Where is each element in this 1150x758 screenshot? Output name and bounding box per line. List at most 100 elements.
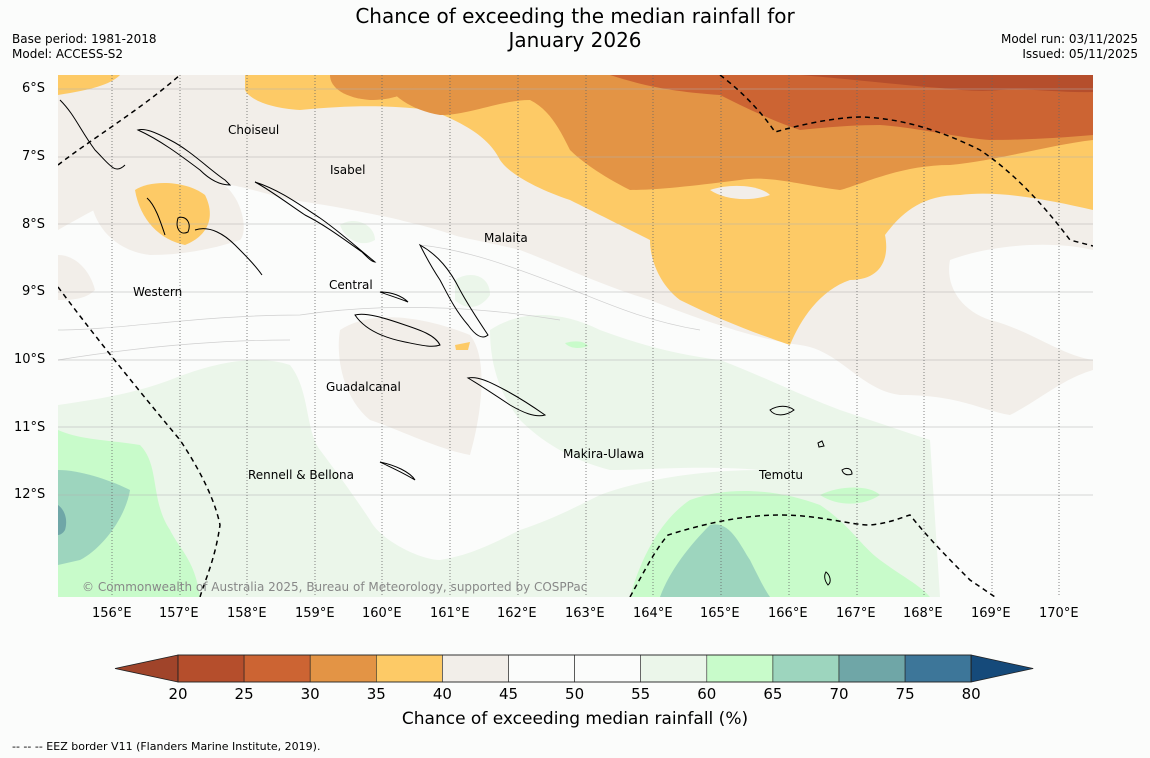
region-small-35 <box>455 342 470 350</box>
lat-gridlines <box>58 88 1093 496</box>
tiny-island-b <box>824 571 831 586</box>
region-guadalcanal-45 <box>338 317 482 455</box>
region-small-55 <box>455 275 490 307</box>
colorbar-title: Chance of exceeding median rainfall (%) <box>401 709 749 729</box>
colorbar-swatch <box>442 654 509 683</box>
lat-label-4: 9°S <box>22 284 46 299</box>
colorbar-tick-label: 30 <box>300 685 320 703</box>
lon-label-9: 164°E <box>633 606 673 621</box>
model-run: Model run: 03/11/2025 <box>1000 32 1138 46</box>
label-rennell-bellona: Rennell & Bellona <box>248 468 355 482</box>
lon-label-2: 157°E <box>159 606 199 621</box>
colorbar-tick-label: 70 <box>829 685 849 703</box>
region-small-55-b <box>340 220 375 244</box>
colorbar-extend-low <box>114 654 179 683</box>
santa-cruz-island <box>769 405 795 416</box>
region-65-70-west <box>58 470 130 565</box>
region-small-45 <box>710 185 770 200</box>
rennell-island <box>379 461 416 481</box>
colorbar <box>114 654 1034 683</box>
colorbar-tick-label: 35 <box>366 685 386 703</box>
colorbar-swatch <box>772 654 840 683</box>
isabel-island <box>254 181 377 263</box>
region-central-white <box>250 195 560 286</box>
region-nw-35 <box>58 75 120 95</box>
label-makira-ulawa: Makira-Ulawa <box>563 447 645 461</box>
lon-label-14: 169°E <box>971 606 1011 621</box>
colorbar-swatches <box>114 654 1034 683</box>
lat-label-6: 11°S <box>14 420 46 435</box>
lat-label-5: 10°S <box>14 352 46 367</box>
eez-footnote: -- -- -- EEZ border V11 (Flanders Marine… <box>12 740 321 753</box>
colorbar-tick-label: 40 <box>432 685 452 703</box>
title-line-1: Chance of exceeding the median rainfall … <box>355 4 795 28</box>
colorbar-swatch <box>838 654 906 683</box>
lon-label-3: 158°E <box>227 606 267 621</box>
choiseul-island <box>136 129 232 186</box>
region-east-white <box>949 244 1093 360</box>
colorbar-swatch <box>640 654 708 683</box>
colorbar-tick-label: 45 <box>498 685 519 703</box>
region-65-70-south <box>660 524 770 597</box>
model-name: Model: ACCESS-S2 <box>12 47 124 61</box>
temotu-small-island <box>841 467 853 476</box>
region-60-65-tiny <box>565 341 588 348</box>
region-20-25 <box>800 75 1093 93</box>
lon-label-8: 163°E <box>565 606 605 621</box>
island-outlines <box>59 99 853 586</box>
base-period: Base period: 1981-2018 <box>12 32 157 46</box>
title-line-2: January 2026 <box>508 28 642 52</box>
lat-label-1: 6°S <box>22 81 46 96</box>
region-70-75 <box>58 505 67 535</box>
label-guadalcanal: Guadalcanal <box>326 380 401 394</box>
label-choiseul: Choiseul <box>228 123 280 137</box>
lat-label-7: 12°S <box>14 487 46 502</box>
map-title: Chance of exceeding the median rainfall … <box>0 4 1150 52</box>
lon-label-4: 159°E <box>295 606 335 621</box>
lon-label-6: 161°E <box>430 606 470 621</box>
meta-right: Model run: 03/11/2025 Issued: 05/11/2025 <box>1001 32 1138 62</box>
label-temotu: Temotu <box>759 468 804 482</box>
eez-borders <box>58 75 1093 597</box>
lat-label-3: 8°S <box>22 217 46 232</box>
tiny-island-a <box>817 440 825 448</box>
lon-label-1: 156°E <box>92 606 132 621</box>
rainfall-map <box>58 75 1093 597</box>
colorbar-swatch <box>375 654 443 683</box>
issued-date: Issued: 05/11/2025 <box>1022 47 1138 61</box>
bougainville-island <box>59 99 126 170</box>
colorbar-swatch <box>508 654 575 683</box>
colorbar-swatch <box>904 654 972 683</box>
colorbar-tick-label: 50 <box>565 685 585 703</box>
region-55-60-central <box>490 315 930 480</box>
florida-islands <box>379 291 409 303</box>
lat-label-2: 7°S <box>22 149 46 164</box>
region-30-35-b <box>330 75 420 100</box>
label-western: Western <box>133 285 183 299</box>
region-western-35 <box>135 183 210 245</box>
colorbar-swatch <box>706 654 774 683</box>
lon-label-12: 167°E <box>836 606 876 621</box>
region-60-65-west <box>58 430 200 597</box>
lon-label-5: 160°E <box>362 606 402 621</box>
copyright-text: © Commonwealth of Australia 2025, Bureau… <box>82 580 588 594</box>
colorbar-tick-label: 80 <box>961 685 981 703</box>
label-malaita: Malaita <box>484 231 528 245</box>
new-georgia-islands <box>146 197 263 276</box>
colorbar-extend-high <box>970 654 1034 683</box>
map-area <box>58 75 1093 597</box>
lon-label-7: 162°E <box>497 606 537 621</box>
colorbar-tick-label: 60 <box>697 685 717 703</box>
guadalcanal-island <box>354 313 441 347</box>
makira-island <box>466 377 547 417</box>
colorbar-tick-label: 55 <box>631 685 651 703</box>
region-60-65-small <box>820 487 880 504</box>
lon-label-13: 168°E <box>903 606 943 621</box>
lon-label-11: 166°E <box>768 606 808 621</box>
malaita-island <box>418 243 489 338</box>
colorbar-tick-label: 25 <box>234 685 254 703</box>
colorbar-swatch <box>309 654 377 683</box>
lon-label-15: 170°E <box>1039 606 1079 621</box>
colorbar-tick-label: 65 <box>763 685 783 703</box>
lon-label-10: 165°E <box>700 606 740 621</box>
